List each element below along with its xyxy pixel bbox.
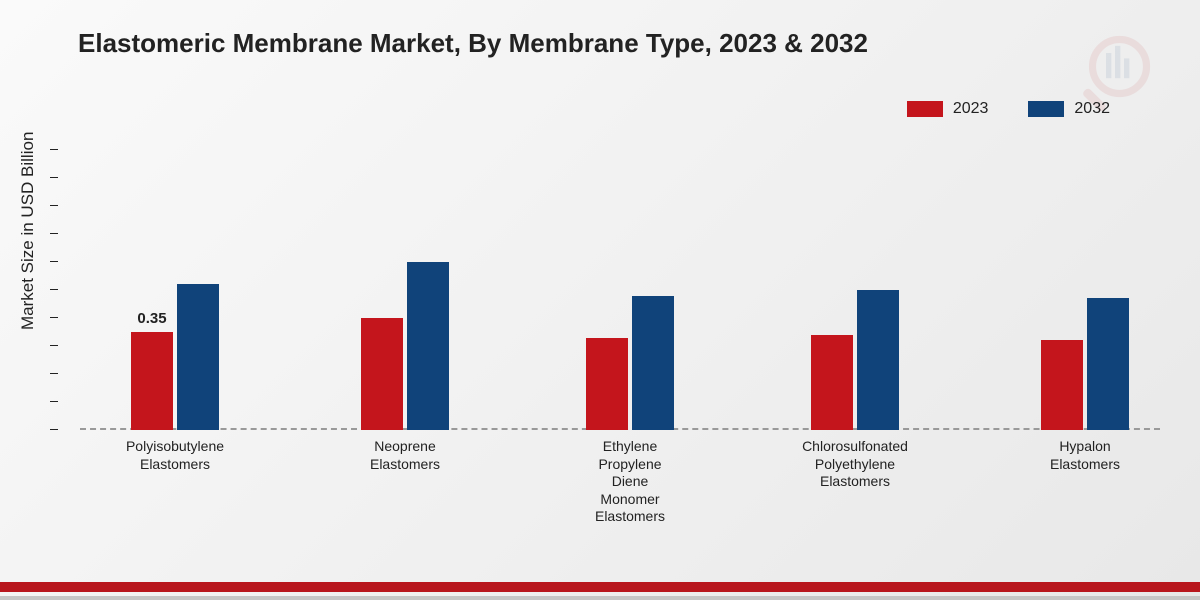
x-axis-category-label: PolyisobutyleneElastomers [100, 438, 250, 473]
bar-group: 0.35 [120, 284, 230, 430]
plot-area: 0.35 [80, 150, 1160, 430]
y-tick [50, 233, 58, 235]
legend-label-2032: 2032 [1074, 100, 1110, 118]
legend-swatch-2032 [1028, 101, 1064, 117]
y-tick [50, 373, 58, 375]
y-tick [50, 177, 58, 179]
bar-2023 [361, 318, 403, 430]
legend-label-2023: 2023 [953, 100, 989, 118]
bar-group [575, 296, 685, 430]
bar-2023: 0.35 [131, 332, 173, 430]
y-tick [50, 149, 58, 151]
bar-2023 [811, 335, 853, 430]
bar-2032 [1087, 298, 1129, 430]
x-axis-labels: PolyisobutyleneElastomers NeopreneElastom… [80, 438, 1160, 558]
legend-item-2023: 2023 [907, 100, 989, 118]
y-tick [50, 429, 58, 431]
bar-2032 [857, 290, 899, 430]
y-axis-ticks [50, 150, 60, 430]
bar-group [800, 290, 910, 430]
y-tick [50, 261, 58, 263]
bar-2032 [632, 296, 674, 430]
x-axis-category-label: HypalonElastomers [1010, 438, 1160, 473]
bar-group [1030, 298, 1140, 430]
y-tick [50, 401, 58, 403]
bar-2023 [586, 338, 628, 430]
y-tick [50, 317, 58, 319]
legend: 2023 2032 [907, 100, 1110, 118]
footer-line [0, 596, 1200, 600]
legend-item-2032: 2032 [1028, 100, 1110, 118]
bar-value-label: 0.35 [137, 310, 166, 327]
x-axis-category-label: ChlorosulfonatedPolyethyleneElastomers [780, 438, 930, 491]
y-axis-label: Market Size in USD Billion [18, 132, 38, 330]
bar-2023 [1041, 340, 1083, 430]
x-axis-category-label: EthylenePropyleneDieneMonomerElastomers [555, 438, 705, 526]
y-tick [50, 205, 58, 207]
bar-2032 [177, 284, 219, 430]
legend-swatch-2023 [907, 101, 943, 117]
bar-2032 [407, 262, 449, 430]
chart-title: Elastomeric Membrane Market, By Membrane… [78, 28, 868, 59]
footer-accent-bar [0, 582, 1200, 592]
bar-group [350, 262, 460, 430]
y-tick [50, 289, 58, 291]
y-tick [50, 345, 58, 347]
x-axis-category-label: NeopreneElastomers [330, 438, 480, 473]
